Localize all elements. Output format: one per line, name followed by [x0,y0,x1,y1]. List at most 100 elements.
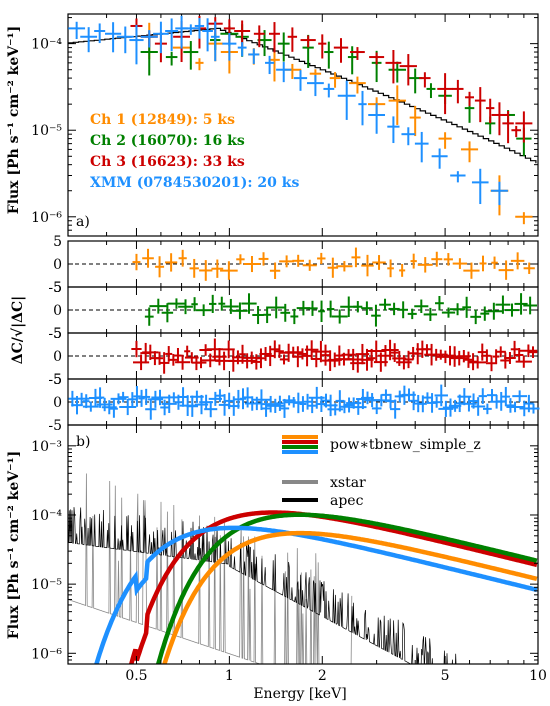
residual-point [302,345,312,367]
data-point [486,98,495,124]
residual-point [483,349,491,363]
residual-point [361,254,374,277]
residual-point [128,392,137,407]
residual-point [293,346,303,368]
residual-point [142,388,151,406]
residual-y-tick-label: 0 [53,349,62,365]
residual-point [361,301,373,315]
data-point [306,75,324,97]
residual-point [261,400,271,417]
residual-point [302,393,313,410]
residual-point [308,398,316,414]
residual-point [184,345,191,357]
residual-point [398,301,409,319]
residual-point [505,303,519,317]
residual-point [279,354,289,365]
residual-point [243,256,261,273]
residual-point [178,299,193,315]
data-point [471,168,489,205]
residual-point [186,395,199,417]
data-point [324,41,334,69]
residual-point [495,295,511,314]
residual-point [117,391,129,403]
data-point [337,80,356,120]
residual-point [417,257,433,273]
residual-point [256,348,266,369]
panel-b-y-tick-label: 10⁻⁶ [31,646,62,662]
x-tick-label: 5 [441,668,450,684]
data-point [369,52,385,65]
data-point [94,23,106,44]
residual-point [528,346,538,358]
residual-point [434,384,448,407]
residual-point [491,256,498,269]
residual-point [421,344,433,355]
data-point [452,79,464,104]
data-point [268,22,280,53]
residual-point [267,296,285,319]
residual-point [151,389,169,406]
data-point [68,21,86,40]
data-point [283,63,302,79]
data-point [222,33,237,61]
residual-y-tick-label: 0 [53,395,62,411]
residual-point [423,307,438,322]
data-point [195,58,204,71]
residual-point [215,389,225,403]
residual-point [191,297,198,312]
data-point [502,110,514,144]
residual-point [353,301,363,313]
residual-point [414,299,429,313]
residual-point [408,391,419,411]
residual-point [524,394,534,413]
data-point [399,54,417,86]
residual-point [410,253,417,269]
x-axis-label: Energy [keV] [253,686,346,702]
residual-point [470,309,482,325]
data-point [408,68,423,94]
residual-point [505,398,516,413]
data-point [368,103,386,134]
residual-point [195,357,207,369]
model-curve [162,530,538,664]
data-point [277,32,290,62]
residual-point [274,344,284,358]
residual-point [379,298,391,311]
residual-point [279,255,295,268]
data-point [419,72,431,88]
residual-point [175,354,191,370]
residual-point [510,340,519,358]
data-point [287,27,298,52]
residual-point [463,262,480,279]
residual-point [500,352,511,369]
residual-point [258,252,269,266]
residual-point [312,340,330,363]
residual-point [168,353,179,366]
data-point [491,102,508,136]
residual-panels: 50-550-550-550-5 [48,234,540,434]
data-point [460,141,479,163]
data-point [465,91,475,107]
residual-point [403,350,414,369]
residual-point [145,398,157,420]
residual-point [263,306,272,324]
xstar-spectrum [68,473,353,664]
residual-point [280,303,291,322]
residual-point [236,254,245,265]
residual-point [407,308,417,320]
residual-point [506,401,524,413]
residual-point [480,306,490,321]
data-point [80,27,98,53]
residual-point [252,389,271,411]
residual-point [239,388,247,410]
panel-b: 10⁻³ 10⁻⁴ 10⁻⁵ 10⁻⁶ 0.5 1 2 5 10 pow∗tbnew_simple… [31,424,547,684]
residual-point [394,390,405,403]
residual-point [519,344,538,358]
data-point [293,70,308,91]
residual-point [155,256,165,278]
residual-point [336,261,353,272]
residual-point [501,386,511,407]
data-point [358,90,367,126]
residual-point [167,298,186,309]
residual-point [388,302,400,316]
